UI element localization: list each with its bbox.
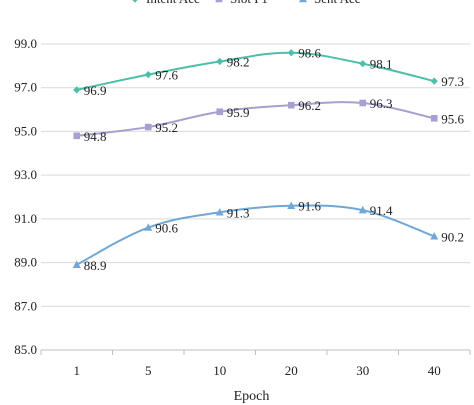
data-label: 97.6: [155, 68, 178, 83]
data-point: [430, 115, 438, 122]
legend-label: Slot F1: [230, 0, 268, 6]
x-axis-ticks: 1 5 10 20 30 40: [40, 350, 471, 378]
data-label: 96.3: [370, 96, 393, 111]
x-tick-label: 40: [428, 363, 441, 378]
data-label: 90.6: [155, 221, 178, 236]
data-label: 91.4: [370, 203, 393, 218]
data-label: 95.2: [155, 120, 178, 135]
data-point: [73, 132, 81, 140]
data-label: 96.2: [298, 98, 321, 113]
legend-swatch-marker: [215, 0, 223, 3]
x-tick-label: 5: [145, 363, 152, 378]
data-point: [144, 123, 152, 131]
data-point: [144, 71, 152, 79]
y-tick-label: 87.0: [14, 298, 37, 313]
y-tick-label: 97.0: [14, 80, 37, 95]
y-tick-label: 99.0: [14, 36, 37, 51]
data-point: [287, 49, 295, 57]
series-slot-f1: 94.8 95.2 95.9 96.2 96.3 95.6: [73, 96, 465, 144]
data-label: 98.6: [298, 46, 321, 61]
data-point: [359, 60, 367, 68]
y-tick-label: 85.0: [14, 342, 37, 357]
data-label: 91.6: [298, 199, 321, 214]
data-point: [73, 86, 81, 94]
data-point: [216, 57, 224, 66]
x-tick-label: 1: [74, 363, 81, 378]
x-tick-label: 30: [356, 363, 369, 378]
series-line: [76, 101, 435, 137]
data-point: [287, 101, 295, 109]
data-label: 97.3: [441, 74, 464, 89]
data-label: 98.2: [227, 54, 250, 69]
x-axis-title: Epoch: [234, 389, 270, 404]
data-label: 98.1: [370, 57, 393, 72]
legend-swatch-marker: [299, 0, 307, 3]
data-point: [144, 223, 153, 231]
data-point: [287, 201, 296, 209]
data-point: [72, 260, 81, 268]
y-tick-label: 93.0: [14, 167, 37, 182]
data-point: [215, 208, 224, 216]
y-axis-ticks: 85.0 87.0 89.0 91.0 93.0 95.0 97.0 99.0: [14, 36, 37, 357]
data-label: 88.9: [84, 258, 107, 273]
series-intent-acc: 96.9 97.6 98.2 98.6 98.1 97.3: [73, 46, 464, 98]
series-line: [76, 204, 435, 266]
data-label: 96.9: [84, 83, 107, 98]
data-label: 90.2: [441, 229, 464, 244]
x-tick-label: 20: [285, 363, 298, 378]
series-line: [76, 51, 435, 91]
data-point: [430, 77, 438, 85]
series-sent-acc: 88.9 90.6 91.3 91.6 91.4 90.2: [72, 199, 464, 273]
data-point: [430, 232, 439, 240]
legend-swatch-marker: [132, 0, 138, 3]
data-label: 91.3: [227, 205, 250, 220]
data-point: [216, 108, 224, 116]
data-label: 94.8: [84, 129, 107, 144]
data-label: 95.6: [441, 111, 464, 126]
y-tick-label: 91.0: [14, 211, 37, 226]
legend-label: Sent Acc: [314, 0, 361, 6]
series-group: 96.9 97.6 98.2 98.6 98.1 97.3 94.8 95.2 95.9 96.2…: [72, 46, 465, 273]
y-tick-label: 89.0: [14, 255, 37, 270]
legend: Intent Acc Slot F1 Sent Acc: [132, 0, 361, 6]
legend-label: Intent Acc: [146, 0, 200, 6]
x-tick-label: 10: [213, 363, 226, 378]
data-point: [358, 205, 367, 214]
data-label: 95.9: [227, 105, 250, 120]
y-tick-label: 95.0: [14, 123, 37, 138]
data-point: [359, 99, 367, 107]
